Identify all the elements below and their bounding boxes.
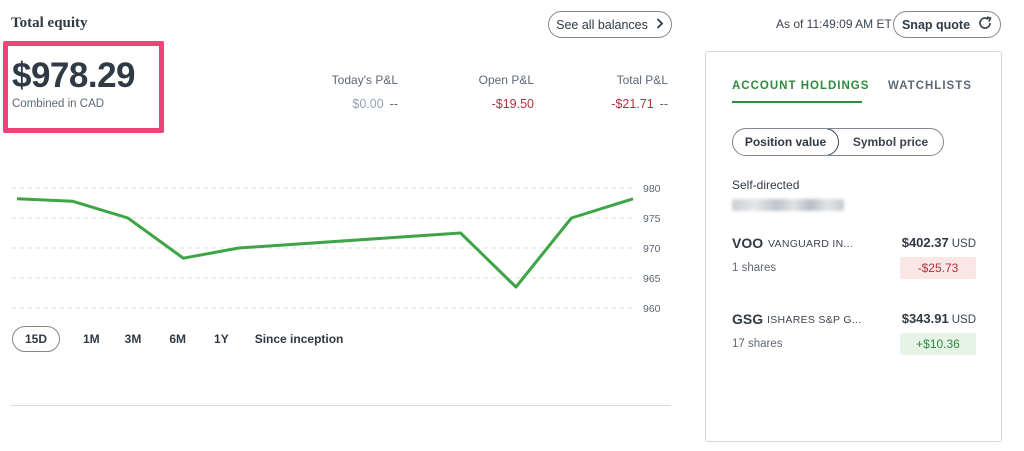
- redacted-account-number: [732, 199, 844, 211]
- range-selector: 15D 1M 3M 6M 1Y Since inception: [12, 326, 343, 352]
- equity-line-chart: 980 975 970 965 960: [12, 183, 661, 315]
- holding-name: VANGUARD IN...: [768, 238, 854, 250]
- toggle-position-value[interactable]: Position value: [733, 129, 839, 155]
- holding-price: $343.91 USD: [902, 311, 976, 326]
- total-pl-value: -$21.71 --: [568, 97, 668, 111]
- tab-watchlists[interactable]: WATCHLISTS: [888, 80, 972, 92]
- range-btn-6m[interactable]: 6M: [169, 332, 187, 346]
- holding-currency: USD: [951, 238, 976, 250]
- see-all-balances-label: See all balances: [556, 17, 648, 32]
- y-tick-label: 965: [643, 273, 661, 285]
- y-tick-label: 975: [643, 213, 661, 225]
- y-tick-label: 960: [643, 303, 661, 315]
- total-equity-value: $978.29: [12, 56, 136, 95]
- holding-symbol: VOO: [732, 235, 764, 251]
- divider: [11, 405, 671, 406]
- tab-account-holdings[interactable]: ACCOUNT HOLDINGS: [732, 80, 870, 92]
- total-pl-suffix: --: [659, 97, 668, 111]
- holding-change-badge: +$10.36: [900, 333, 976, 355]
- refresh-icon: [978, 16, 992, 33]
- range-btn-since-inception[interactable]: Since inception: [254, 332, 344, 346]
- open-pl-value: -$19.50: [491, 97, 534, 111]
- holding-row[interactable]: GSG ISHARES S&P G... $343.91 USD 17 share…: [732, 311, 976, 363]
- account-type-label: Self-directed: [732, 178, 800, 192]
- holding-change-badge: -$25.73: [900, 257, 976, 279]
- holding-shares: 17 shares: [732, 338, 783, 350]
- active-tab-underline: [732, 101, 862, 103]
- total-pl-label: Total P&L: [616, 73, 668, 87]
- holding-row[interactable]: VOO VANGUARD IN... $402.37 USD 1 shares -…: [732, 235, 976, 287]
- range-btn-15d[interactable]: 15D: [12, 326, 60, 352]
- chevron-right-icon: [656, 17, 664, 32]
- snap-quote-button[interactable]: Snap quote: [893, 11, 1001, 38]
- todays-pl-value: $0.00 --: [318, 97, 398, 111]
- todays-pl-amount: $0.00: [352, 97, 384, 111]
- range-btn-1y[interactable]: 1Y: [214, 332, 229, 346]
- range-btn-3m[interactable]: 3M: [124, 332, 142, 346]
- total-pl-amount: -$21.71: [611, 97, 654, 111]
- total-equity-currency: Combined in CAD: [12, 98, 105, 110]
- toggle-symbol-price[interactable]: Symbol price: [852, 135, 929, 149]
- open-pl-label: Open P&L: [478, 73, 534, 87]
- holdings-panel: ACCOUNT HOLDINGS WATCHLISTS Position val…: [705, 51, 1002, 442]
- todays-pl-label: Today's P&L: [331, 73, 398, 87]
- holding-symbol: GSG: [732, 311, 764, 327]
- value-toggle: Position value Symbol price: [732, 128, 944, 156]
- holding-price-value: $343.91: [901, 311, 949, 326]
- page-title: Total equity: [11, 15, 88, 31]
- holding-name: ISHARES S&P G...: [767, 314, 862, 326]
- equity-series-line: [16, 197, 634, 289]
- holding-price-value: $402.37: [901, 235, 949, 250]
- holding-currency: USD: [951, 314, 976, 326]
- snap-quote-label: Snap quote: [901, 17, 971, 32]
- todays-pl-suffix: --: [389, 97, 398, 111]
- y-tick-label: 970: [643, 243, 661, 255]
- as-of-timestamp: As of 11:49:09 AM ET: [776, 17, 892, 31]
- highlight-box: [3, 41, 164, 133]
- holding-price: $402.37 USD: [902, 235, 976, 250]
- holding-shares: 1 shares: [732, 262, 777, 274]
- range-btn-1m[interactable]: 1M: [83, 332, 100, 346]
- see-all-balances-button[interactable]: See all balances: [548, 11, 672, 38]
- y-tick-label: 980: [643, 183, 661, 195]
